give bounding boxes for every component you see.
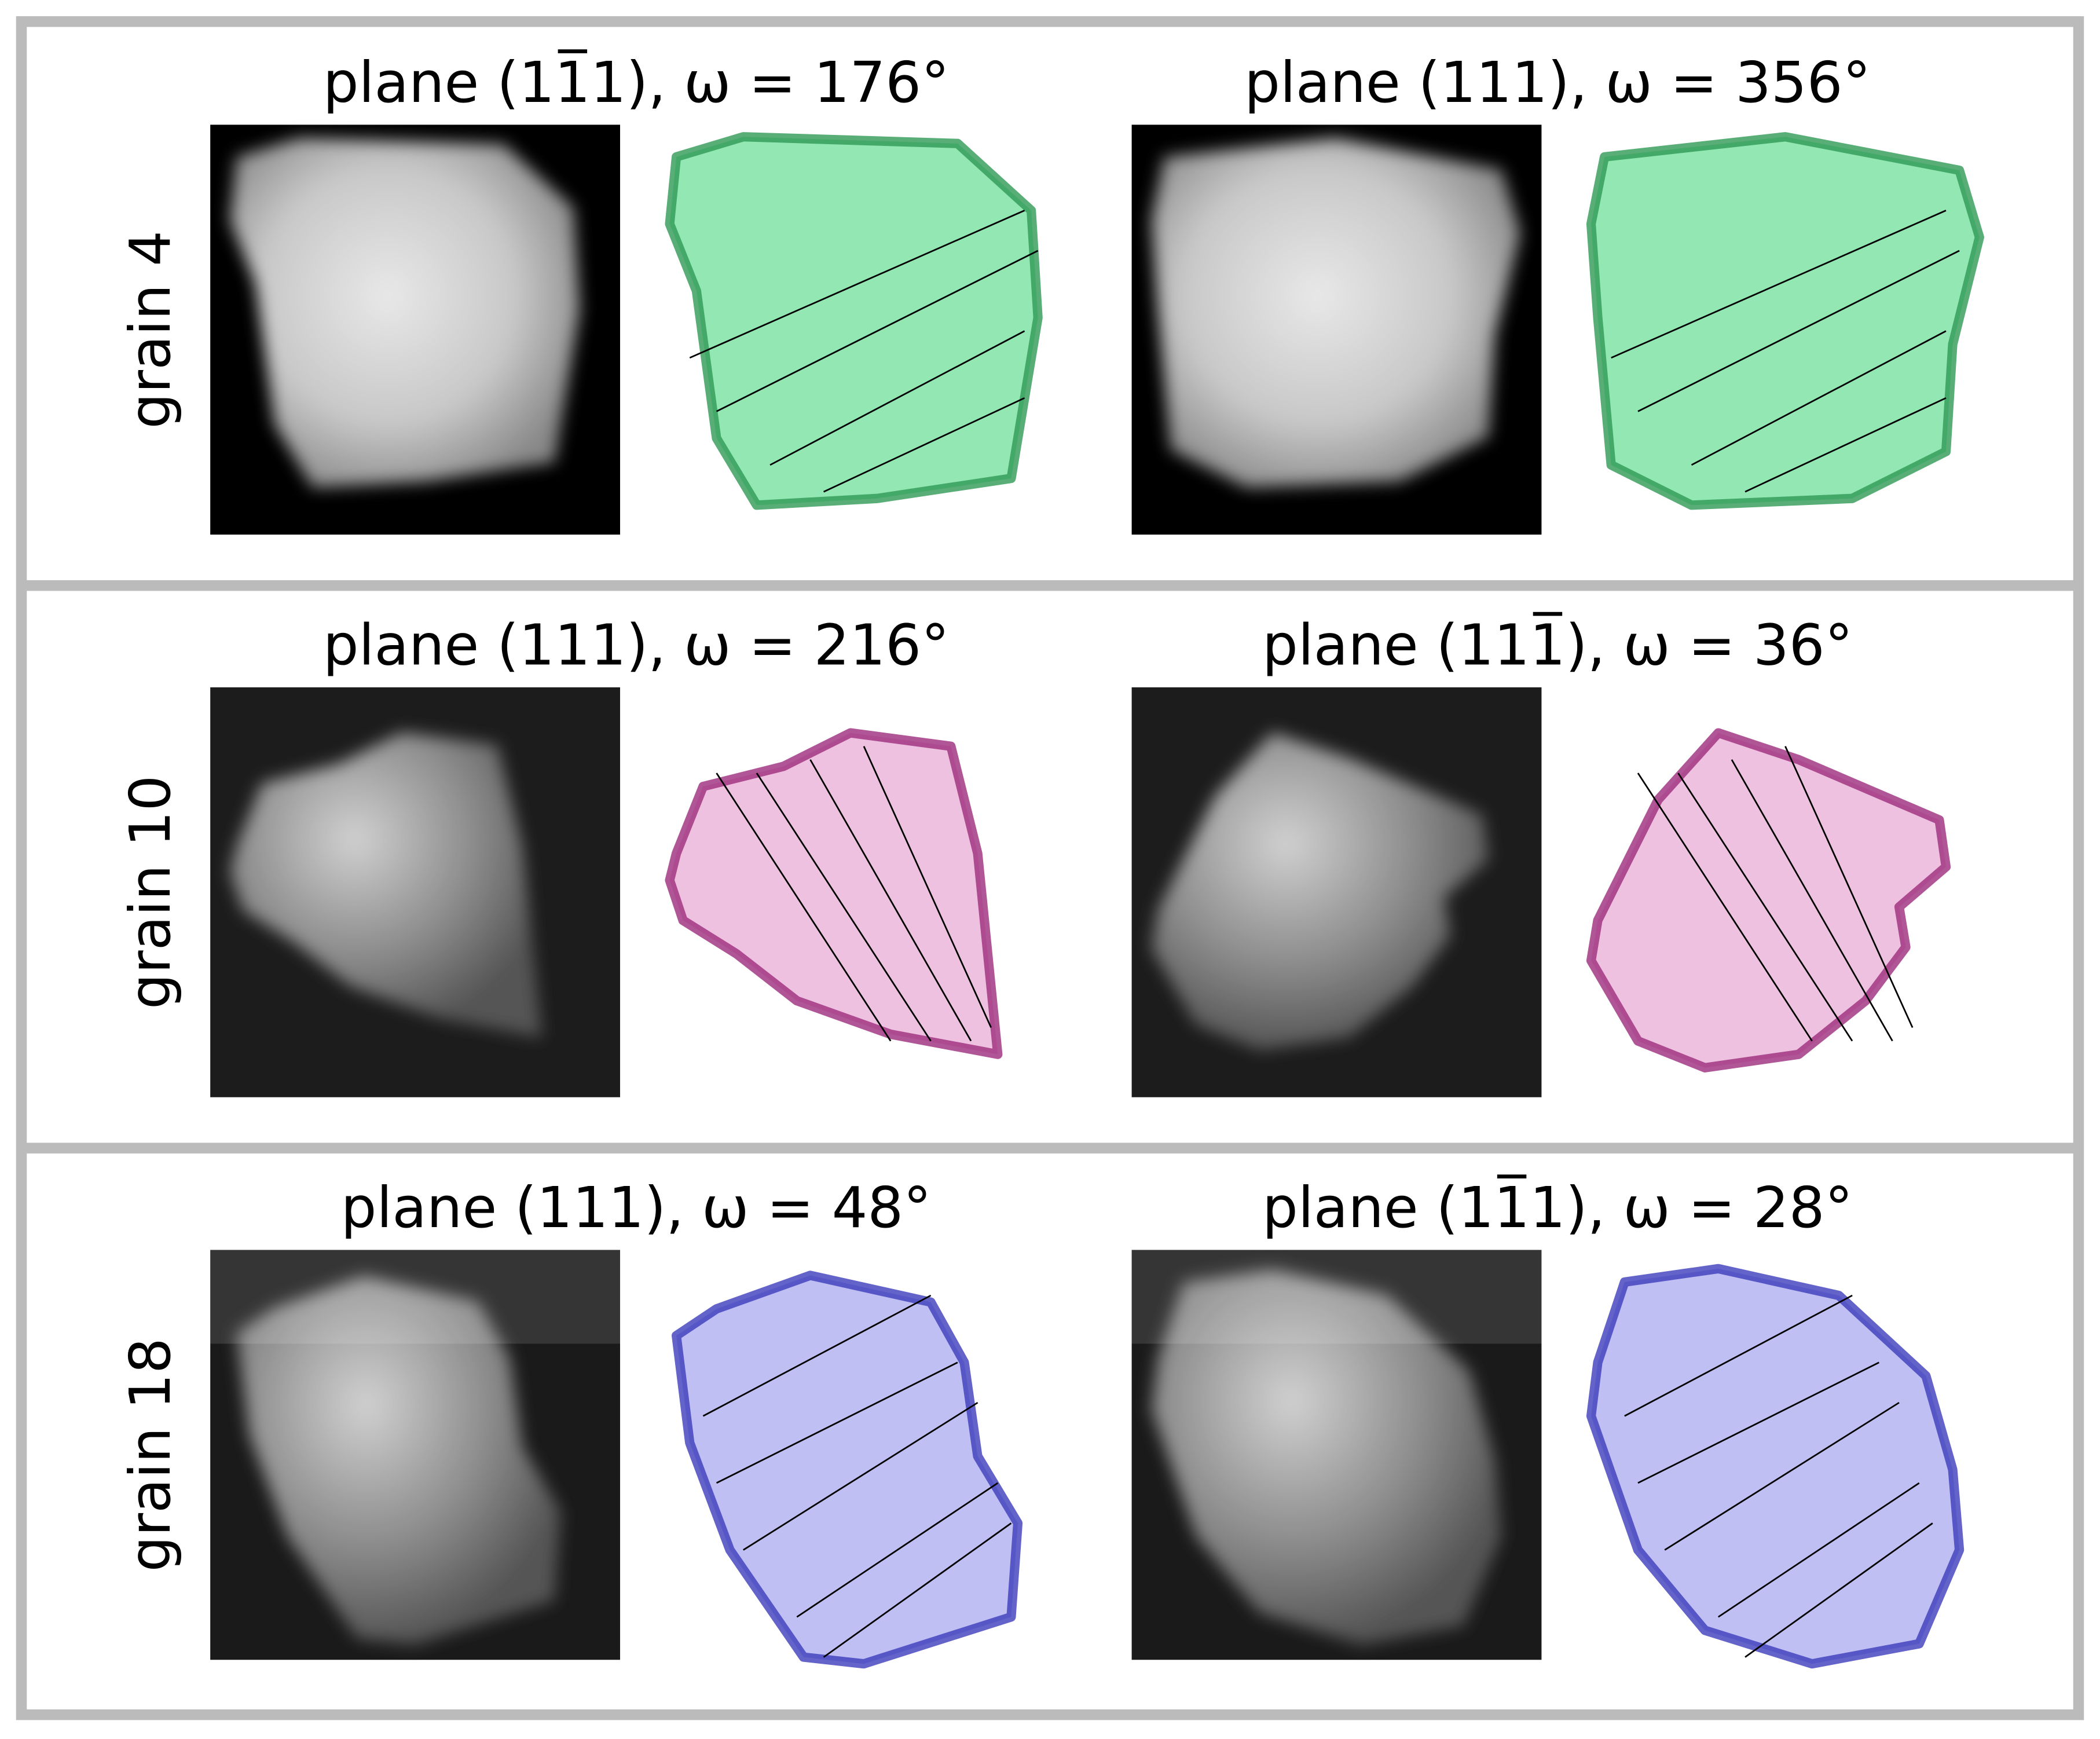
row-label: grain 18 [118,1338,183,1572]
outer-border [16,16,2084,1720]
twin-plane-trace [716,773,892,1042]
grain-render [1586,132,1984,510]
grain-image [230,137,580,488]
panel-title: plane (111), ω = 356° [1244,50,1871,115]
twin-plane-trace [1637,250,1960,412]
twin-plane-trace [1664,1401,1900,1551]
twin-plane-trace [1677,773,1853,1042]
twin-plane-trace [1731,759,1893,1042]
panel-title: plane (111̅), ω = 36° [1262,612,1853,678]
twin-plane-trace [1637,1361,1879,1484]
twin-plane-trace [809,759,972,1042]
twin-plane-trace [1637,773,1813,1042]
twin-plane-trace [716,250,1039,412]
twin-plane-trace [1691,330,1947,466]
twin-plane-trace [796,1482,999,1618]
grain-render [665,728,1003,1059]
twin-plane-trace [1784,746,1914,1028]
micrograph [1131,687,1542,1097]
grain-image [230,732,542,1038]
panel-title: plane (111), ω = 216° [323,613,950,678]
grain-image [1151,137,1520,488]
panel-title: plane (11̅1), ω = 28° [1262,1174,1853,1240]
twin-plane-trace [716,1361,958,1484]
grain-volume [665,132,1043,510]
detector-seam [210,1250,620,1344]
grain-volume [1586,728,1951,1072]
grain-image [236,1275,561,1645]
grain-volume [1586,132,1984,510]
grain-render [665,132,1043,510]
twin-plane-trace [1744,1522,1933,1658]
twin-plane-trace [702,1294,932,1417]
twin-plane-trace [1624,1294,1853,1417]
twin-plane-trace [756,773,932,1042]
twin-plane-trace [1744,397,1947,493]
grain-volume [1586,1264,1965,1669]
row-label: grain 10 [118,775,183,1009]
grain-render [672,1271,1023,1669]
micrograph [210,687,620,1097]
twin-plane-trace [689,210,1025,359]
twin-plane-trace [823,1522,1012,1658]
grain-volume [672,1271,1023,1669]
twin-plane-trace [863,746,992,1028]
micrograph [210,1250,620,1660]
twin-plane-trace [769,330,1025,466]
grain-image [1151,732,1489,1050]
micrograph [1131,1250,1542,1660]
twin-plane-trace [823,397,1025,493]
row-label: grain 4 [118,230,183,429]
twin-plane-trace [1611,210,1947,359]
micrograph [210,125,620,535]
grain-render [1586,728,1951,1072]
twin-plane-trace [1717,1482,1920,1618]
panel-title: plane (111), ω = 48° [341,1175,932,1240]
twin-plane-trace [743,1401,978,1551]
panel-title: plane (11̅1), ω = 176° [323,49,950,115]
grain-volume [665,728,1003,1059]
grain-image [1151,1269,1502,1645]
micrograph [1131,125,1542,535]
detector-seam [1131,1250,1542,1344]
grain-render [1586,1264,1965,1669]
